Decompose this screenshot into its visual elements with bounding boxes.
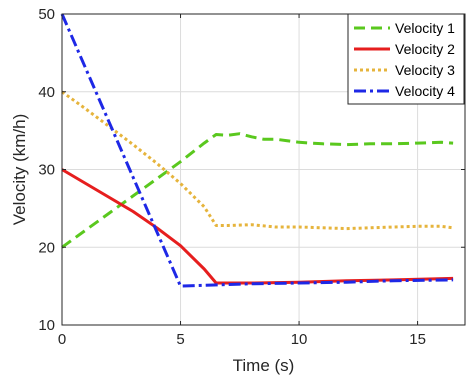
legend: Velocity 1 Velocity 2 Velocity 3 Velocity 4 <box>347 13 465 105</box>
y-tick-label: 40 <box>38 84 55 101</box>
y-tick-label: 50 <box>38 6 55 23</box>
y-tick-label: 20 <box>38 239 55 256</box>
x-axis-label: Time (s) <box>233 356 295 375</box>
series-line-4 <box>60 13 454 288</box>
legend-label-3: Velocity 3 <box>395 62 455 78</box>
series-lines <box>60 13 454 288</box>
legend-box <box>347 13 465 105</box>
x-tick-label: 10 <box>291 331 308 348</box>
y-axis-label: Velocity (km/h) <box>10 114 29 225</box>
y-tick-label: 30 <box>38 162 55 179</box>
x-tick-label: 15 <box>409 331 426 348</box>
x-tick-label: 5 <box>176 331 184 348</box>
x-tick-label: 0 <box>58 331 66 348</box>
legend-label-1: Velocity 1 <box>395 20 455 36</box>
series-line-3 <box>61 90 454 231</box>
y-tick-label: 10 <box>38 317 55 334</box>
series-line-1 <box>61 132 454 249</box>
legend-label-4: Velocity 4 <box>395 83 455 99</box>
legend-label-2: Velocity 2 <box>395 41 455 57</box>
